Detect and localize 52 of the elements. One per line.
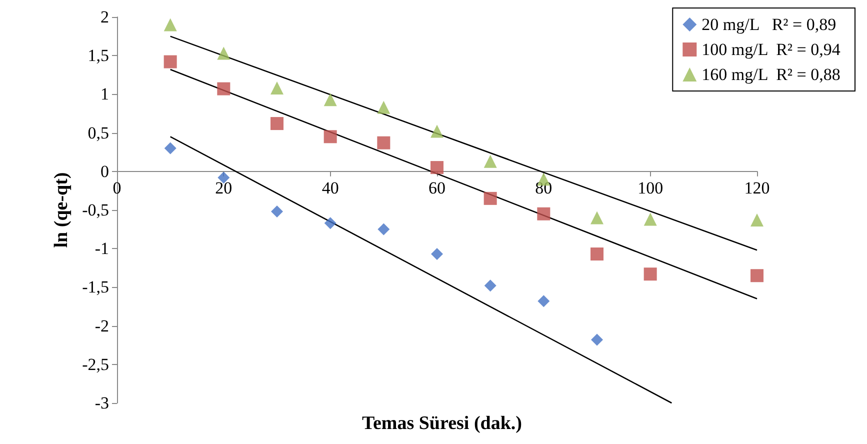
x-tick-label: 40: [322, 178, 339, 198]
point: [591, 334, 603, 346]
legend-label: 160 mg/L R² = 0,88: [702, 65, 840, 84]
point: [644, 212, 657, 226]
x-tick-label: 100: [638, 178, 664, 198]
y-tick-label: -1: [94, 239, 109, 258]
x-axis-title: Temas Süresi (dak.): [362, 413, 522, 434]
x-tick-label: 60: [428, 178, 446, 198]
x-tick-label: 120: [744, 178, 770, 198]
legend-label: 20 mg/L R² = 0,89: [702, 15, 836, 34]
point: [164, 55, 177, 68]
legend-label: 100 mg/L R² = 0,94: [702, 40, 841, 59]
point: [324, 130, 337, 144]
point: [270, 117, 284, 130]
x-tick-label: 20: [215, 178, 232, 198]
point: [537, 207, 550, 220]
point: [750, 269, 764, 282]
point: [378, 223, 390, 236]
y-tick-label: 1: [100, 84, 109, 104]
x-tick-label: 0: [112, 178, 122, 198]
point: [538, 295, 550, 308]
point: [217, 82, 230, 96]
y-tick-label: 0,5: [88, 123, 109, 142]
y-axis-title: ln (qe-qt): [51, 172, 72, 248]
y-tick-label: -2,5: [82, 354, 109, 374]
point: [590, 248, 604, 261]
point: [484, 280, 496, 292]
point: [484, 154, 497, 168]
point: [430, 161, 444, 174]
y-tick-label: -2: [94, 316, 109, 336]
point: [484, 192, 497, 205]
y-tick-label: 0: [100, 162, 109, 181]
y-tick-label: -0,5: [82, 200, 109, 220]
point: [270, 82, 284, 95]
y-tick-label: 1,5: [88, 46, 109, 66]
y-tick-label: -1,5: [82, 278, 109, 297]
point: [644, 268, 657, 281]
point: [164, 18, 177, 32]
point: [164, 142, 176, 154]
point: [377, 100, 390, 114]
point: [590, 211, 604, 224]
point: [430, 124, 444, 138]
y-tick-label: -3: [94, 394, 109, 412]
point: [431, 248, 443, 260]
point: [377, 136, 390, 150]
y-tick-label: 2: [100, 8, 109, 26]
x-tick-label: 80: [535, 178, 552, 198]
point: [324, 217, 336, 230]
point: [750, 214, 764, 227]
point: [217, 46, 230, 60]
point: [324, 93, 337, 106]
point: [271, 206, 283, 218]
